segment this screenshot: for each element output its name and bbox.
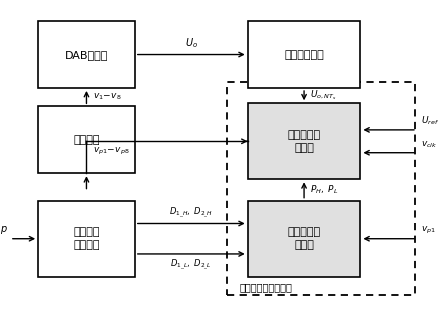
Text: 电压采样电路: 电压采样电路 [284, 50, 324, 60]
Text: $D_{1\_L},\ D_{2\_L}$: $D_{1\_L},\ D_{2\_L}$ [171, 258, 212, 272]
Text: $p$: $p$ [0, 224, 8, 236]
Bar [248, 201, 361, 277]
Text: 直流偏置
优化环节: 直流偏置 优化环节 [73, 227, 100, 250]
Text: 控制脉冲组
选择器: 控制脉冲组 选择器 [288, 130, 321, 153]
Text: $U_{o,NT_s}$: $U_{o,NT_s}$ [310, 89, 337, 102]
Text: $D_{1\_H},\ D_{2\_H}$: $D_{1\_H},\ D_{2\_H}$ [169, 205, 214, 220]
Text: $U_{ref}$: $U_{ref}$ [421, 115, 439, 127]
Bar [38, 21, 135, 88]
Text: $P_H,\ P_L$: $P_H,\ P_L$ [310, 184, 338, 196]
Bar [248, 103, 361, 179]
Text: 控制脉冲组
产生器: 控制脉冲组 产生器 [288, 227, 321, 250]
Text: $U_o$: $U_o$ [185, 36, 198, 50]
Text: 控制信号组产生环节: 控制信号组产生环节 [239, 282, 292, 292]
Text: $v_{p1}\!-\!v_{p8}$: $v_{p1}\!-\!v_{p8}$ [93, 146, 129, 157]
Bar [248, 21, 361, 88]
Text: DAB变换器: DAB变换器 [65, 50, 108, 60]
Text: 驱动电路: 驱动电路 [73, 135, 100, 145]
Text: $v_{p1}$: $v_{p1}$ [421, 225, 436, 236]
Bar [38, 201, 135, 277]
Text: $v_1\!-\!v_8$: $v_1\!-\!v_8$ [93, 92, 121, 102]
Text: $v_{clk}$: $v_{clk}$ [421, 140, 437, 150]
Bar [38, 106, 135, 173]
Bar [228, 82, 415, 295]
